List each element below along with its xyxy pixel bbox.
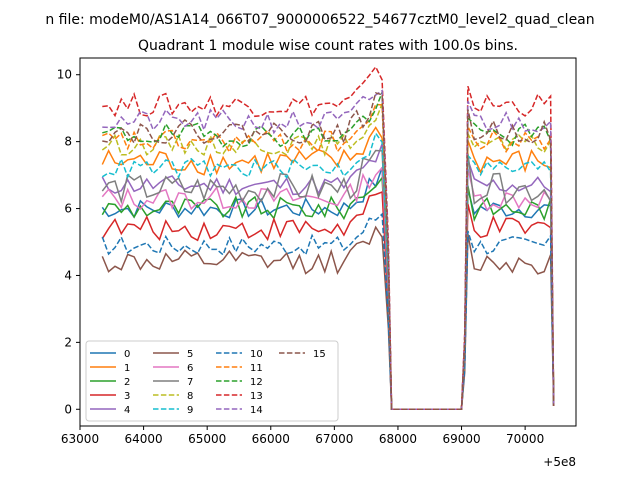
series-line-10 bbox=[101, 212, 555, 411]
series-line-2 bbox=[101, 175, 555, 411]
legend-label: 15 bbox=[313, 349, 326, 360]
y-axis-ticks: 0 2 4 6 8 10 bbox=[57, 68, 80, 416]
legend-frame bbox=[85, 340, 339, 422]
series-line-13 bbox=[102, 65, 555, 411]
legend-label: 11 bbox=[250, 363, 263, 374]
legend-label: 8 bbox=[187, 391, 193, 402]
x-tick-label: 66000 bbox=[252, 432, 290, 446]
legend-label: 5 bbox=[187, 349, 193, 360]
series-line-5 bbox=[101, 225, 555, 411]
legend-label: 1 bbox=[124, 363, 130, 374]
legend-label: 3 bbox=[124, 391, 130, 402]
series-line-14 bbox=[102, 89, 555, 411]
series-line-8 bbox=[101, 103, 555, 411]
series-line-9 bbox=[101, 131, 555, 411]
series-line-15 bbox=[102, 91, 555, 411]
y-tick-label: 2 bbox=[64, 335, 72, 349]
plot-lines bbox=[101, 65, 555, 411]
x-tick-label: 67000 bbox=[315, 432, 353, 446]
y-tick-label: 8 bbox=[64, 135, 72, 149]
y-tick-label: 6 bbox=[64, 202, 72, 216]
series-line-11 bbox=[102, 103, 555, 411]
chart-title: Quadrant 1 module wise count rates with … bbox=[138, 38, 518, 54]
series-line-1 bbox=[101, 126, 555, 411]
legend-label: 7 bbox=[187, 377, 193, 388]
legend-label: 6 bbox=[187, 363, 193, 374]
x-tick-label: 70000 bbox=[506, 432, 544, 446]
y-tick-label: 0 bbox=[64, 402, 72, 416]
legend-label: 2 bbox=[124, 377, 130, 388]
legend-label: 10 bbox=[250, 349, 263, 360]
series-line-12 bbox=[102, 92, 555, 411]
x-axis-offset-label: +5e8 bbox=[543, 455, 576, 469]
legend-label: 0 bbox=[124, 349, 130, 360]
x-tick-label: 64000 bbox=[124, 432, 162, 446]
series-line-3 bbox=[101, 190, 555, 411]
x-tick-label: 68000 bbox=[379, 432, 417, 446]
x-axis-ticks: 63000 64000 65000 66000 67000 68000 69000 70000 bbox=[61, 426, 544, 446]
legend-label: 9 bbox=[187, 405, 193, 416]
legend-label: 14 bbox=[250, 405, 263, 416]
x-tick-label: 69000 bbox=[442, 432, 480, 446]
axes-frame bbox=[79, 57, 577, 427]
y-tick-label: 10 bbox=[57, 68, 72, 82]
legend-label: 13 bbox=[250, 391, 263, 402]
legend-label: 12 bbox=[250, 377, 263, 388]
series-line-7 bbox=[101, 149, 555, 411]
legend-label: 4 bbox=[124, 405, 130, 416]
y-tick-label: 4 bbox=[64, 268, 72, 282]
x-tick-label: 65000 bbox=[188, 432, 226, 446]
x-tick-label: 63000 bbox=[61, 432, 99, 446]
figure-suptitle: n file: modeM0/AS1A14_066T07_9000006522_… bbox=[45, 12, 594, 28]
